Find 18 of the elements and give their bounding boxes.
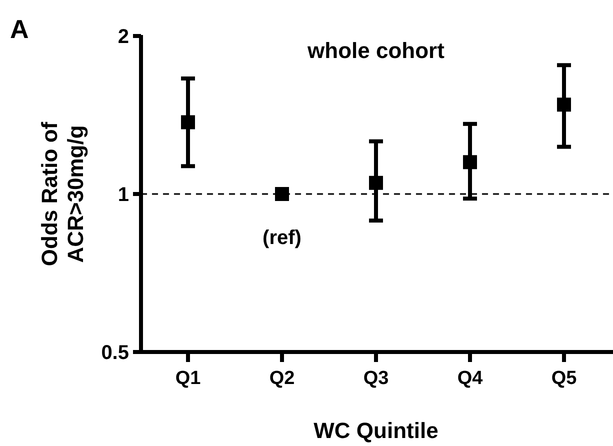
x-tick-label: Q3	[363, 368, 389, 389]
point	[463, 155, 477, 170]
chart-title: whole cohort	[306, 38, 446, 63]
y-tick-label: 2	[118, 26, 129, 48]
y-tick-label: 1	[118, 184, 129, 206]
point	[557, 98, 571, 112]
x-tick-label: Q1	[175, 368, 202, 389]
text: A	[10, 14, 29, 44]
x-tick-label: Q2	[269, 368, 295, 389]
y-axis-title: Odds Ratio of ACR>30mg/g	[36, 121, 88, 266]
x-tick-label: Q4	[457, 368, 484, 389]
point	[181, 115, 195, 130]
x-axis-title: WC Quintile	[314, 418, 438, 443]
point	[369, 176, 383, 190]
x-tick-label: Q5	[551, 368, 578, 389]
point	[275, 187, 289, 201]
y-tick-label: 0.5	[101, 342, 129, 364]
annotation: (ref)	[262, 227, 302, 249]
